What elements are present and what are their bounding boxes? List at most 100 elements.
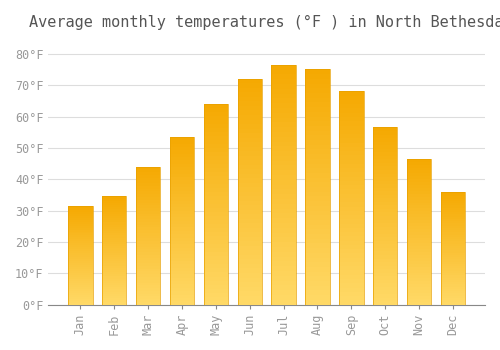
Bar [102,302,126,304]
Bar [441,234,465,237]
Bar [170,295,194,298]
Bar [373,131,398,134]
Bar [272,194,296,199]
Bar [102,198,126,201]
Bar [68,239,92,241]
Bar [272,233,296,237]
Bar [136,203,160,205]
Bar [204,268,228,273]
Bar [306,225,330,229]
Bar [204,252,228,257]
Bar [373,167,398,170]
Bar [272,252,296,257]
Bar [204,116,228,120]
Bar [339,283,363,288]
Bar [272,185,296,189]
Bar [68,226,92,228]
Bar [272,189,296,194]
Bar [170,264,194,268]
Bar [102,298,126,300]
Bar [136,194,160,197]
Bar [204,285,228,288]
Bar [272,79,296,84]
Bar [339,181,363,185]
Bar [238,228,262,232]
Bar [339,130,363,134]
Bar [204,144,228,148]
Bar [102,209,126,212]
Bar [373,266,398,269]
Bar [238,97,262,101]
Bar [204,280,228,285]
Bar [170,217,194,221]
Bar [373,259,398,262]
Bar [102,266,126,268]
Bar [272,156,296,161]
Bar [136,219,160,222]
Bar [204,180,228,184]
Bar [102,203,126,205]
Bar [339,241,363,245]
Bar [136,255,160,258]
Bar [407,214,432,217]
Bar [272,70,296,74]
Bar [373,195,398,198]
Bar [136,167,160,169]
Bar [272,146,296,151]
Bar [272,285,296,290]
Bar [68,261,92,263]
Bar [68,243,92,245]
Bar [68,216,92,218]
Bar [102,238,126,240]
Bar [68,265,92,267]
Bar [407,232,432,235]
Bar [170,137,194,304]
Bar [238,88,262,92]
Bar [441,253,465,255]
Bar [441,212,465,214]
Bar [272,300,296,304]
Bar [170,278,194,281]
Bar [102,220,126,222]
Bar [339,134,363,138]
Bar [68,267,92,269]
Bar [68,299,92,301]
Bar [373,156,398,159]
Bar [170,167,194,170]
Bar [306,135,330,140]
Bar [238,278,262,282]
Bar [238,201,262,205]
Bar [68,224,92,226]
Bar [136,191,160,194]
Bar [102,227,126,229]
Bar [407,278,432,281]
Bar [407,179,432,182]
Bar [136,216,160,219]
Bar [407,290,432,293]
Bar [407,273,432,275]
Bar [339,185,363,189]
Bar [373,262,398,266]
Bar [441,264,465,266]
Bar [373,244,398,248]
Bar [204,184,228,188]
Bar [238,291,262,295]
Bar [102,264,126,266]
Bar [441,244,465,246]
Bar [170,221,194,224]
Bar [68,222,92,224]
Bar [170,164,194,167]
Bar [407,159,432,304]
Bar [204,200,228,204]
Bar [407,281,432,284]
Bar [238,111,262,115]
Bar [272,209,296,214]
Bar [306,103,330,107]
Bar [102,196,126,304]
Bar [238,214,262,219]
Bar [306,211,330,215]
Bar [204,216,228,221]
Bar [407,284,432,287]
Bar [272,113,296,118]
Bar [306,192,330,196]
